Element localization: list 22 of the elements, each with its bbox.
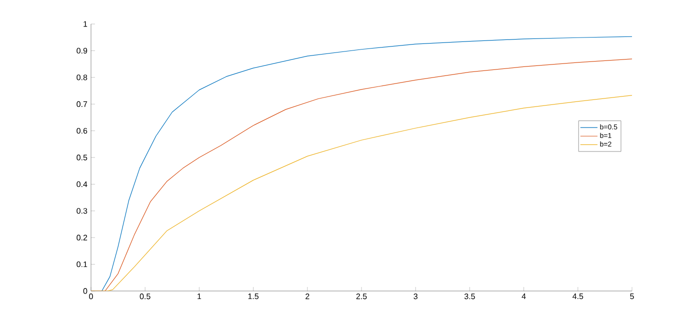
y-tick-label: 0.2 [76,234,88,240]
x-tick-label: 1 [198,294,202,300]
y-tick-label: 0.8 [76,74,88,80]
x-tick-label: 2.5 [356,294,367,300]
x-tick-label: 3 [414,294,418,300]
x-tick-label: 4 [522,294,526,300]
x-tick-label: 4.5 [572,294,584,300]
y-tick-label: 0.3 [76,208,88,214]
y-tick-label: 0 [83,288,88,294]
x-tick-label: 1.5 [248,294,259,300]
x-tick-label: 2 [306,294,310,300]
y-tick-label: 0.6 [76,128,88,134]
y-tick-label: 0.4 [76,181,88,188]
y-tick-label: 0.7 [76,101,88,107]
y-tick-label: 0.5 [76,154,88,160]
x-tick-label: 3.5 [464,294,475,300]
y-tick-label: 0.1 [76,261,88,268]
x-tick-label: 0 [89,294,93,300]
y-tick-label: 1 [84,21,88,27]
y-tick-label: 0.9 [76,48,88,54]
x-tick-label: 0.5 [140,294,150,300]
x-tick-label: 5 [630,294,634,300]
